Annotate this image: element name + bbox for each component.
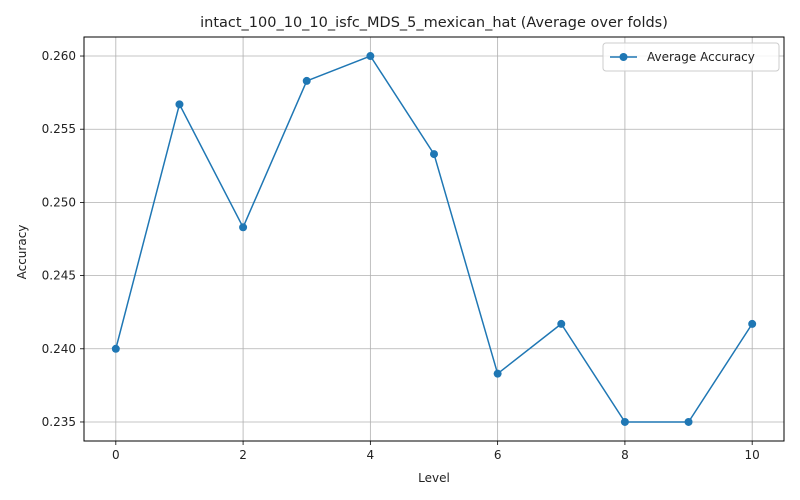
- chart-title: intact_100_10_10_isfc_MDS_5_mexican_hat …: [200, 15, 668, 31]
- data-point: [748, 319, 757, 328]
- x-tick-label: 8: [621, 448, 629, 462]
- y-tick-label: 0.240: [42, 342, 76, 356]
- y-tick-label: 0.260: [42, 49, 76, 63]
- x-tick-label: 10: [745, 448, 760, 462]
- data-point: [557, 319, 566, 328]
- data-point: [366, 52, 375, 61]
- y-tick-label: 0.245: [42, 269, 76, 283]
- plot-frame: [83, 36, 785, 442]
- legend-box: [602, 42, 780, 72]
- data-series: [111, 52, 757, 426]
- legend: Average Accuracy: [602, 42, 780, 72]
- y-axis-ticks: 0.235 0.240 0.245 0.250 0.255 0.260: [42, 49, 84, 429]
- data-point: [620, 417, 629, 426]
- data-point: [684, 417, 693, 426]
- data-point: [493, 369, 502, 378]
- grid-lines: [84, 37, 784, 441]
- x-axis-label: Level: [418, 471, 450, 485]
- x-tick-label: 2: [239, 448, 247, 462]
- legend-label: Average Accuracy: [647, 50, 755, 64]
- y-tick-label: 0.255: [42, 122, 76, 136]
- x-tick-label: 0: [112, 448, 120, 462]
- x-axis-ticks: 0 2 4 6 8 10: [112, 441, 760, 462]
- x-tick-label: 4: [367, 448, 375, 462]
- data-point: [111, 344, 120, 353]
- x-tick-label: 6: [494, 448, 502, 462]
- data-point: [302, 76, 311, 85]
- legend-marker-swatch: [619, 53, 628, 61]
- data-point: [239, 223, 248, 232]
- data-point: [430, 150, 438, 159]
- y-axis-label: Accuracy: [15, 225, 29, 280]
- y-tick-label: 0.250: [42, 195, 76, 209]
- data-point: [175, 100, 184, 109]
- y-tick-label: 0.235: [42, 415, 76, 429]
